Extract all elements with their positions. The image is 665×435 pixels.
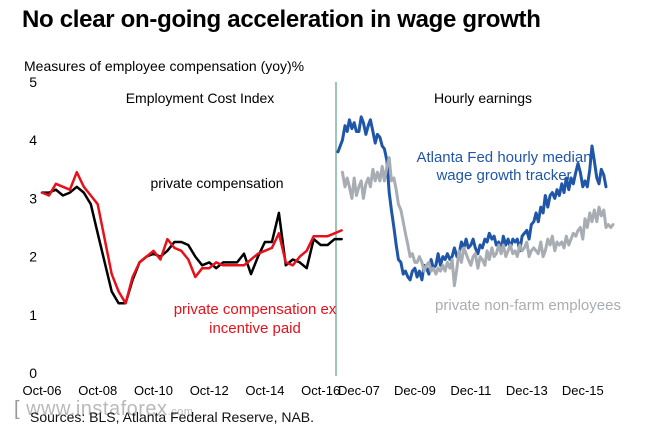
series-line-private-compensation — [40, 185, 343, 305]
right-panel: Hourly earnings Atlanta Fed hourly media… — [416, 90, 621, 314]
series-line-private-non-farm-employees — [340, 156, 615, 288]
y-tick-label: 4 — [29, 132, 37, 148]
watermark-bracket: [ — [14, 398, 21, 420]
series-layer — [40, 115, 615, 305]
x-axis-ticks: Oct-06 Oct-08 Oct-10 Oct-12 Oct-14 Oct-16Dec-… — [22, 383, 603, 398]
x-tick-label: Oct-14 — [245, 383, 284, 398]
watermark-text: www.instaforex — [26, 398, 168, 420]
x-tick-label: Dec-15 — [562, 383, 604, 398]
y-tick-label: 3 — [29, 190, 37, 206]
y-tick-label: 5 — [29, 74, 37, 90]
x-tick-label: Oct-16 — [301, 383, 340, 398]
x-tick-label: Dec-11 — [450, 383, 491, 398]
series-line-private-compensation-ex-incentive-paid — [40, 170, 343, 305]
y-axis-label: Measures of employee compensation (yoy)% — [24, 58, 304, 74]
chart-title: No clear on-going acceleration in wage g… — [22, 6, 541, 33]
y-tick-label: 0 — [29, 365, 37, 381]
x-tick-label: Oct-06 — [22, 383, 61, 398]
x-tick-label: Oct-12 — [190, 383, 229, 398]
atlanta-label-line1: Atlanta Fed hourly median — [416, 149, 591, 166]
watermark: [www.instaforex.com — [14, 398, 193, 421]
atlanta-label-line2: wage growth tracker — [435, 167, 571, 184]
private-comp-ex-label-line1: private compensation ex — [174, 301, 337, 318]
watermark-suffix: .com — [167, 406, 194, 418]
x-tick-label: Oct-08 — [78, 383, 117, 398]
x-tick-label: Oct-10 — [134, 383, 173, 398]
sources-note: Sources: BLS, Atlanta Federal Reserve, N… — [30, 409, 315, 425]
left-panel-title: Employment Cost Index — [126, 90, 275, 106]
nonfarm-label: private non-farm employees — [435, 297, 621, 314]
right-panel-title: Hourly earnings — [434, 90, 532, 106]
y-axis-label-group: Measures of employee compensation (yoy)% — [24, 58, 304, 74]
private-comp-ex-label-line2: incentive paid — [209, 320, 301, 337]
x-tick-label: Dec-07 — [338, 383, 380, 398]
x-tick-label: Dec-09 — [394, 383, 436, 398]
y-axis-ticks: 0 1 2 3 4 5 — [29, 74, 37, 381]
x-tick-label: Dec-13 — [506, 383, 548, 398]
y-tick-label: 2 — [29, 249, 37, 265]
series-line-atlanta-fed-hourly-median-wage-growth-tracker — [336, 115, 608, 282]
y-tick-label: 1 — [29, 307, 37, 323]
left-panel: Employment Cost Index private compensati… — [126, 90, 337, 337]
private-comp-label: private compensation — [150, 175, 283, 191]
